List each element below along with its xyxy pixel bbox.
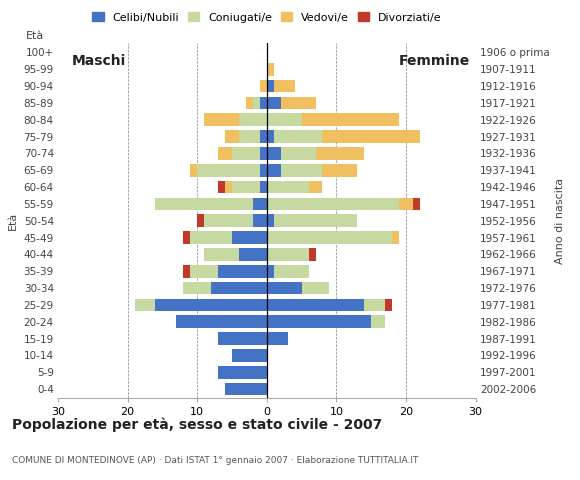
Bar [218, 366, 267, 379]
Bar [281, 164, 322, 177]
Bar [413, 198, 420, 210]
Bar [267, 164, 281, 177]
Bar [267, 181, 309, 193]
Bar [267, 147, 281, 160]
Bar [253, 96, 260, 109]
Bar [246, 96, 253, 109]
Bar [260, 164, 267, 177]
Bar [190, 265, 218, 277]
Text: Popolazione per età, sesso e stato civile - 2007: Popolazione per età, sesso e stato civil… [12, 418, 382, 432]
Bar [267, 63, 274, 76]
Bar [309, 181, 322, 193]
Bar [281, 147, 316, 160]
Bar [322, 164, 357, 177]
Bar [232, 181, 260, 193]
Bar [225, 383, 267, 396]
Bar [371, 315, 385, 328]
Bar [267, 282, 302, 294]
Bar [197, 164, 260, 177]
Bar [399, 198, 413, 210]
Bar [211, 282, 267, 294]
Bar [260, 181, 267, 193]
Bar [385, 299, 392, 312]
Bar [232, 147, 260, 160]
Bar [155, 299, 267, 312]
Bar [260, 80, 267, 93]
Bar [218, 332, 267, 345]
Bar [267, 130, 274, 143]
Bar [392, 231, 399, 244]
Bar [218, 265, 267, 277]
Bar [218, 181, 225, 193]
Bar [197, 215, 204, 227]
Bar [135, 299, 155, 312]
Bar [260, 96, 267, 109]
Bar [253, 198, 267, 210]
Bar [204, 248, 239, 261]
Bar [204, 215, 253, 227]
Bar [239, 248, 267, 261]
Bar [267, 265, 274, 277]
Bar [274, 130, 322, 143]
Text: Età: Età [26, 31, 44, 41]
Bar [267, 231, 392, 244]
Bar [267, 299, 364, 312]
Text: Femmine: Femmine [399, 54, 470, 68]
Bar [183, 231, 190, 244]
Bar [190, 164, 197, 177]
Bar [302, 282, 329, 294]
Bar [364, 299, 385, 312]
Bar [281, 96, 316, 109]
Bar [260, 147, 267, 160]
Bar [309, 248, 316, 261]
Bar [267, 198, 399, 210]
Bar [190, 231, 232, 244]
Bar [239, 113, 267, 126]
Bar [225, 181, 232, 193]
Bar [260, 130, 267, 143]
Bar [274, 80, 295, 93]
Bar [267, 248, 309, 261]
Bar [267, 315, 371, 328]
Bar [225, 130, 239, 143]
Bar [267, 96, 281, 109]
Text: COMUNE DI MONTEDINOVE (AP) · Dati ISTAT 1° gennaio 2007 · Elaborazione TUTTITALI: COMUNE DI MONTEDINOVE (AP) · Dati ISTAT … [12, 456, 418, 465]
Bar [204, 113, 239, 126]
Bar [232, 349, 267, 362]
Y-axis label: Anno di nascita: Anno di nascita [555, 178, 565, 264]
Bar [253, 215, 267, 227]
Legend: Celibi/Nubili, Coniugati/e, Vedovi/e, Divorziati/e: Celibi/Nubili, Coniugati/e, Vedovi/e, Di… [88, 8, 445, 27]
Bar [183, 265, 190, 277]
Text: Maschi: Maschi [72, 54, 126, 68]
Bar [267, 332, 288, 345]
Bar [232, 231, 267, 244]
Bar [239, 130, 260, 143]
Bar [274, 215, 357, 227]
Bar [267, 215, 274, 227]
Bar [322, 130, 420, 143]
Bar [274, 265, 309, 277]
Bar [176, 315, 267, 328]
Bar [316, 147, 364, 160]
Bar [267, 113, 302, 126]
Y-axis label: Età: Età [8, 212, 18, 230]
Bar [267, 80, 274, 93]
Bar [218, 147, 232, 160]
Bar [183, 282, 211, 294]
Bar [155, 198, 253, 210]
Bar [302, 113, 399, 126]
